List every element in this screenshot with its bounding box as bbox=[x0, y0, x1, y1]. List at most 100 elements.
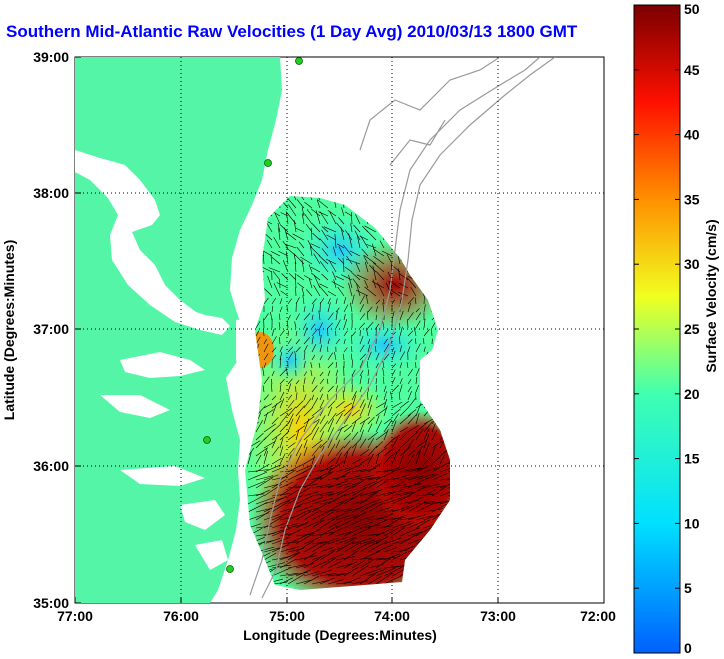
velocity-vector bbox=[335, 361, 338, 369]
velocity-vector bbox=[391, 363, 397, 369]
velocity-vector bbox=[279, 438, 284, 449]
velocity-vector bbox=[391, 384, 399, 393]
velocity-vector bbox=[343, 406, 355, 417]
velocity-vector bbox=[415, 450, 421, 465]
velocity-vector bbox=[431, 503, 449, 513]
velocity-vector bbox=[391, 549, 408, 553]
velocity-vector bbox=[332, 271, 337, 281]
velocity-vector bbox=[319, 538, 339, 545]
velocity-vector bbox=[295, 392, 298, 401]
velocity-vector bbox=[247, 471, 268, 481]
velocity-vector bbox=[321, 226, 329, 233]
station-marker bbox=[203, 436, 211, 444]
velocity-vector bbox=[319, 344, 323, 353]
velocity-vector bbox=[407, 438, 415, 449]
velocity-vector bbox=[415, 515, 433, 521]
velocity-vector bbox=[335, 393, 337, 401]
velocity-vector bbox=[335, 338, 341, 345]
velocity-vector bbox=[344, 211, 353, 217]
velocity-vector bbox=[431, 500, 448, 505]
velocity-vector bbox=[343, 482, 360, 489]
velocity-vector bbox=[279, 224, 289, 233]
velocity-vector bbox=[271, 383, 273, 393]
colorbar-tick-label: 20 bbox=[684, 386, 700, 402]
velocity-vector bbox=[285, 243, 297, 249]
velocity-vector bbox=[407, 431, 419, 441]
velocity-vector bbox=[295, 339, 301, 345]
velocity-vector bbox=[359, 480, 378, 489]
velocity-vector bbox=[311, 560, 329, 569]
velocity-vector bbox=[303, 344, 308, 353]
velocity-vector bbox=[287, 383, 292, 393]
velocity-vector bbox=[367, 557, 384, 561]
velocity-vector bbox=[331, 281, 345, 289]
velocity-vector bbox=[271, 297, 277, 305]
velocity-vector bbox=[359, 370, 364, 377]
velocity-vector bbox=[303, 497, 324, 505]
velocity-vector bbox=[335, 581, 353, 585]
velocity-vector bbox=[350, 223, 353, 233]
velocity-vector bbox=[343, 433, 352, 441]
velocity-vector bbox=[439, 477, 450, 481]
velocity-vector bbox=[280, 290, 289, 297]
velocity-vector bbox=[423, 418, 434, 425]
velocity-vector bbox=[365, 327, 369, 337]
velocity-vector bbox=[327, 546, 346, 553]
velocity-vector bbox=[272, 271, 281, 281]
velocity-vector bbox=[325, 258, 337, 265]
velocity-vector bbox=[263, 514, 280, 521]
velocity-vector bbox=[391, 369, 396, 377]
velocity-vector bbox=[375, 271, 385, 281]
colorbar-tick-label: 5 bbox=[684, 580, 692, 596]
velocity-vector bbox=[359, 516, 375, 521]
velocity-vector bbox=[255, 525, 273, 529]
velocity-vector bbox=[264, 233, 273, 241]
velocity-vector bbox=[310, 243, 321, 249]
velocity-vector bbox=[391, 448, 401, 457]
velocity-vector bbox=[279, 337, 281, 345]
y-tick-label: 35:00 bbox=[33, 595, 69, 611]
grid bbox=[75, 57, 604, 603]
velocity-vector bbox=[423, 483, 439, 489]
velocity-vector bbox=[381, 250, 393, 257]
velocity-vector bbox=[335, 319, 341, 329]
velocity-vector bbox=[311, 541, 330, 553]
velocity-vector bbox=[279, 306, 283, 313]
velocity-vector bbox=[279, 378, 285, 385]
velocity-vector bbox=[279, 523, 300, 529]
velocity-vector bbox=[415, 413, 420, 425]
velocity-vector bbox=[382, 302, 385, 313]
velocity-vector bbox=[375, 525, 391, 529]
velocity-vector bbox=[318, 255, 329, 265]
velocity-vector bbox=[287, 346, 294, 353]
velocity-vector bbox=[359, 491, 378, 505]
velocity-vector bbox=[399, 467, 421, 473]
velocity-vector bbox=[295, 429, 300, 441]
velocity-vector bbox=[407, 520, 426, 529]
velocity-vector bbox=[352, 278, 361, 289]
velocity-vector bbox=[255, 320, 261, 329]
velocity-vector bbox=[303, 552, 317, 561]
velocity-vector bbox=[295, 505, 313, 513]
velocity-vector bbox=[343, 446, 352, 457]
velocity-vector bbox=[327, 362, 334, 369]
velocity-vector bbox=[423, 421, 433, 433]
velocity-vector bbox=[327, 573, 345, 577]
velocity-vector bbox=[375, 314, 377, 321]
velocity-vector bbox=[343, 319, 348, 329]
velocity-vector bbox=[399, 483, 422, 489]
velocity-vector bbox=[311, 314, 314, 321]
velocity-vector bbox=[303, 439, 308, 449]
colorbar-tick-label: 30 bbox=[684, 256, 700, 272]
velocity-vector bbox=[295, 540, 314, 553]
velocity-vector bbox=[351, 391, 357, 401]
velocity-vector bbox=[367, 391, 369, 401]
velocity-vector bbox=[391, 420, 397, 433]
velocity-vector bbox=[295, 386, 297, 393]
velocity-vector bbox=[287, 470, 307, 481]
colorbar-tick-label: 45 bbox=[684, 62, 700, 78]
velocity-vector bbox=[319, 238, 329, 249]
velocity-vector bbox=[335, 330, 337, 337]
velocity-vector bbox=[359, 541, 379, 553]
velocity-vector bbox=[391, 480, 405, 489]
